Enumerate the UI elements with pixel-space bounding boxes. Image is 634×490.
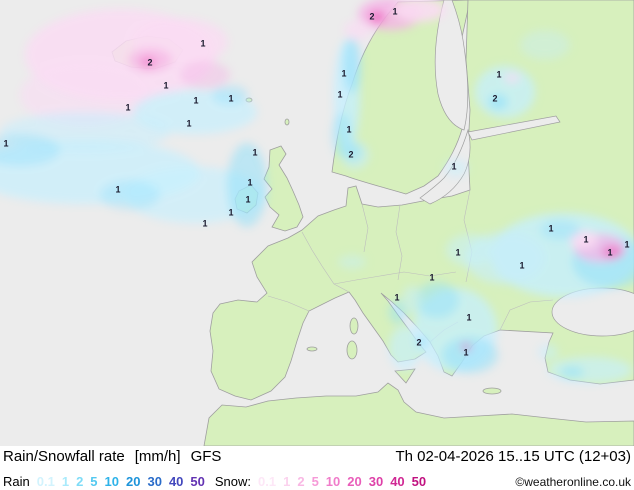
snow-legend-label: Snow:	[214, 474, 252, 489]
legend-value: 5	[311, 474, 319, 489]
europe-map-svg	[0, 0, 634, 446]
legend-value: 0.1	[258, 474, 277, 489]
inner-seas	[419, 0, 634, 337]
gulf-of-finland	[467, 115, 561, 141]
precipitation-layer	[0, 0, 634, 383]
title-unit: [mm/h]	[134, 448, 181, 465]
legend-value: 2	[76, 474, 84, 489]
legend-value: 50	[411, 474, 427, 489]
legend-value: 0.1	[36, 474, 55, 489]
datetime-label: Th 02-04-2026 15..15 UTC (12+03)	[395, 448, 631, 465]
legend-row: Rain 0.1 1 2 5 10 20 30 40 50 Snow: 0.1 1 2 5 10 20 30…	[3, 474, 631, 489]
legend-value: 1	[283, 474, 291, 489]
legend-value: 1	[61, 474, 70, 489]
rain-legend-label: Rain	[3, 474, 30, 489]
copyright-label: ©weatheronline.co.uk	[515, 475, 631, 489]
legend-value: 5	[90, 474, 98, 489]
caption-strip: Rain/Snowfall rate [mm/h] GFS Th 02-04-202…	[0, 446, 634, 490]
legend-value: 50	[190, 474, 205, 489]
rain-scale: 0.1 1 2 5 10 20 30 40 50	[37, 474, 205, 489]
legend-value: 40	[168, 474, 184, 489]
legend-value: 40	[390, 474, 405, 489]
islands	[245, 97, 502, 395]
title-row: Rain/Snowfall rate [mm/h] GFS Th 02-04-202…	[3, 448, 631, 465]
legend-value: 30	[147, 474, 162, 489]
map-title: Rain/Snowfall rate [mm/h] GFS	[3, 448, 231, 465]
title-model: GFS	[190, 448, 222, 465]
legend-value: 20	[126, 474, 141, 489]
legend-value: 2	[297, 474, 305, 489]
legend-value: 10	[325, 474, 341, 489]
legend-value: 30	[368, 474, 384, 489]
legend-value: 10	[104, 474, 119, 489]
gulf-of-bothnia	[434, 0, 469, 131]
title-product: Rain/Snowfall rate	[3, 448, 125, 465]
legend-value: 20	[347, 474, 362, 489]
snow-scale: 0.1 1 2 5 10 20 30 40 50	[258, 474, 426, 489]
